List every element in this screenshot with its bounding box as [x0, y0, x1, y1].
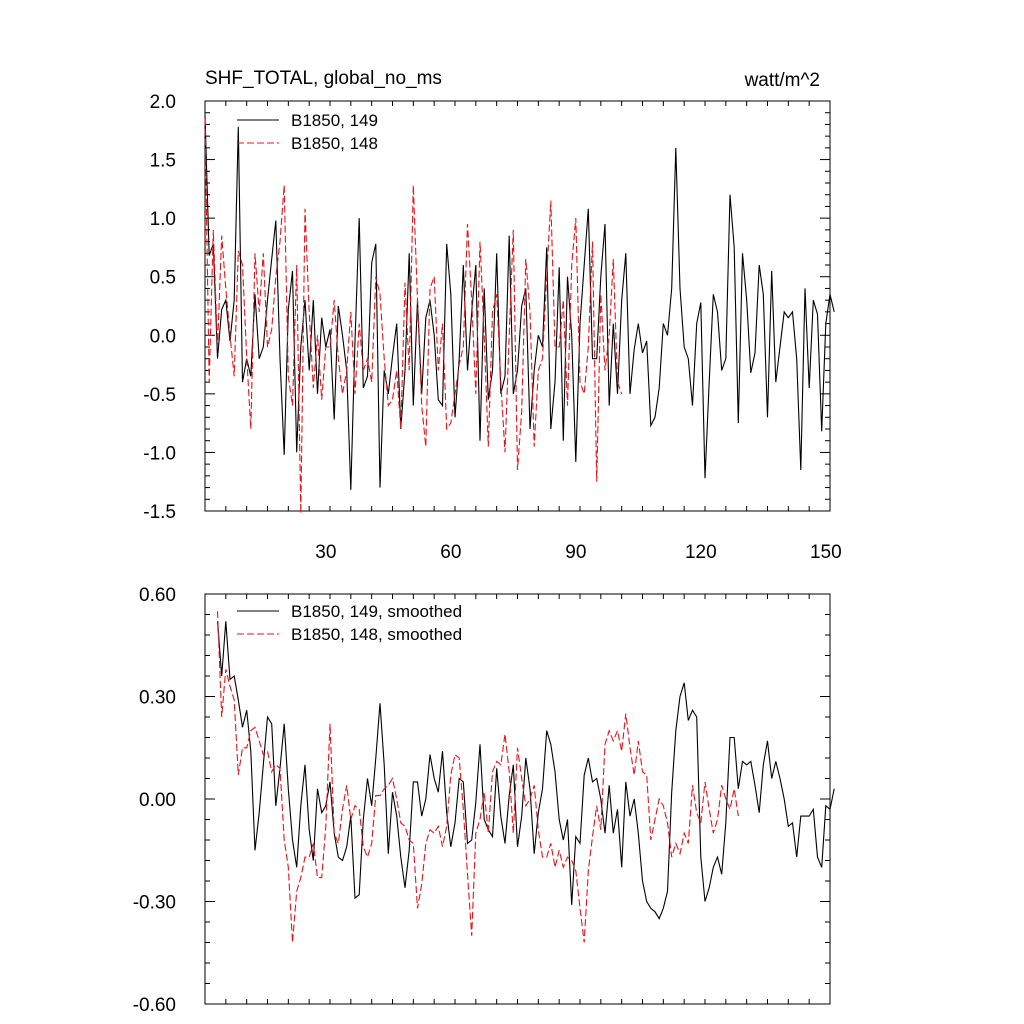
top-ytick-label: -0.5 [143, 385, 176, 406]
bottom-legend: B1850, 149, smoothed B1850, 148, smoothe… [237, 602, 462, 644]
bottom-series-group [216, 611, 835, 943]
top-legend-label-149: B1850, 149 [291, 111, 378, 130]
bottom-legend-label-148: B1850, 148, smoothed [291, 625, 462, 644]
top-ytick-label: -1.5 [143, 502, 176, 523]
bottom-ytick-label: -0.30 [133, 893, 176, 914]
bottom-panel: 0.60 0.30 0.00 -0.30 -0.60 B1850, 149, smoot… [133, 585, 835, 1016]
top-ytick-label: 1.5 [150, 151, 176, 172]
top-xtick-label: 150 [810, 542, 842, 563]
bottom-series-line-148 [216, 611, 739, 943]
top-ytick-label: -1.0 [143, 443, 176, 464]
top-legend: B1850, 149 B1850, 148 [237, 111, 378, 153]
top-chart-units: watt/m^2 [744, 70, 820, 91]
top-ytick-label: 1.0 [150, 209, 176, 230]
top-xtick-label: 90 [565, 542, 586, 563]
top-panel: SHF_TOTAL, global_no_ms watt/m^2 30 60 90 1… [143, 68, 841, 563]
top-series-line-149 [204, 115, 835, 490]
top-ytick-label: 0.5 [150, 268, 176, 289]
top-ytick-label: 0.0 [150, 326, 176, 347]
bottom-legend-label-149: B1850, 149, smoothed [291, 602, 462, 621]
bottom-ytick-label: -0.60 [133, 995, 176, 1016]
bottom-ytick-label: 0.00 [139, 790, 176, 811]
top-axis-ticks: 30 60 90 120 150 2.0 1.5 1.0 0.5 0.0 -0.5 -1.0 -1.5 [143, 92, 841, 563]
top-xtick-label: 30 [315, 542, 336, 563]
top-xtick-label: 60 [440, 542, 461, 563]
top-chart-title: SHF_TOTAL, global_no_ms [205, 68, 442, 89]
bottom-series-line-149 [216, 621, 835, 920]
bottom-plot-frame [204, 593, 831, 1005]
top-xtick-label: 120 [685, 542, 717, 563]
bottom-ytick-label: 0.30 [139, 688, 176, 709]
top-series-line-148 [204, 118, 623, 514]
top-legend-label-148: B1850, 148 [291, 134, 378, 153]
bottom-axis-ticks: 0.60 0.30 0.00 -0.30 -0.60 [133, 585, 831, 1016]
bottom-ytick-label: 0.60 [139, 585, 176, 606]
top-series-group [204, 115, 835, 514]
top-ytick-label: 2.0 [150, 92, 176, 113]
